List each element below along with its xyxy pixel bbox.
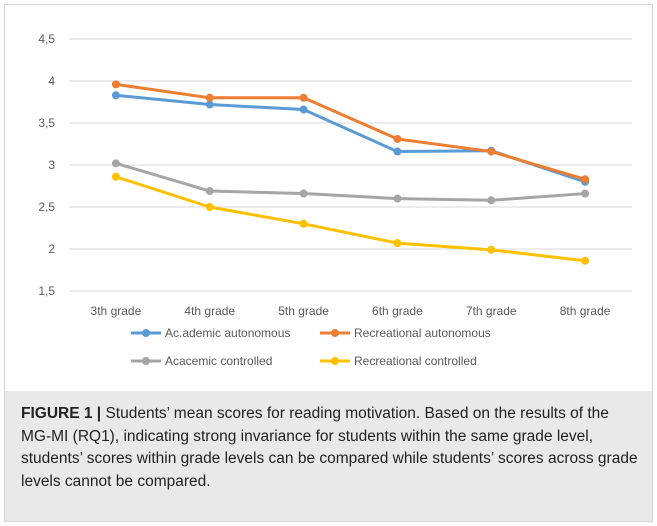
data-point xyxy=(299,189,308,198)
data-point xyxy=(393,147,402,156)
data-point xyxy=(111,91,120,100)
data-point xyxy=(205,100,214,109)
x-tick-label: 3th grade xyxy=(91,304,142,318)
data-point xyxy=(393,239,402,248)
data-point xyxy=(487,196,496,205)
chart-area: 1,5 2 2,5 3 3,5 4 4,5 3th grade 4th grade 5th gra… xyxy=(5,5,652,385)
data-point xyxy=(581,189,590,198)
data-point xyxy=(299,105,308,114)
caption-label: FIGURE 1 | xyxy=(21,405,102,422)
x-tick-label: 6th grade xyxy=(372,304,423,318)
legend-swatch-marker xyxy=(142,357,150,365)
legend-label: Ac.ademic autonomous xyxy=(165,326,290,340)
figure-caption: FIGURE 1 | Students’ mean scores for rea… xyxy=(5,391,652,521)
data-point xyxy=(299,219,308,228)
data-point xyxy=(111,159,120,168)
y-tick-label: 3,5 xyxy=(38,116,55,130)
series-line xyxy=(115,93,586,184)
x-tick-label: 8th grade xyxy=(560,304,611,318)
series-line xyxy=(115,175,586,263)
legend-swatch-marker xyxy=(142,329,150,337)
data-point xyxy=(581,256,590,265)
y-tick-label: 2,5 xyxy=(38,200,55,214)
figure: 1,5 2 2,5 3 3,5 4 4,5 3th grade 4th grade 5th gra… xyxy=(4,4,653,522)
caption-text: Students’ mean scores for reading motiva… xyxy=(21,405,638,490)
y-tick-label: 3 xyxy=(48,158,55,172)
legend-label: Recreational autonomous xyxy=(354,326,491,340)
data-point xyxy=(111,172,120,181)
data-point xyxy=(581,175,590,184)
data-point xyxy=(393,194,402,203)
legend-swatch-marker xyxy=(331,329,339,337)
line-chart: 1,5 2 2,5 3 3,5 4 4,5 3th grade 4th grade 5th gra… xyxy=(38,32,632,368)
data-point xyxy=(205,203,214,211)
legend-label: Acacemic controlled xyxy=(165,354,272,368)
data-point xyxy=(205,93,214,102)
series-line xyxy=(115,82,586,181)
legend-swatch-marker xyxy=(331,357,339,365)
series-line xyxy=(115,161,586,202)
data-point xyxy=(487,147,496,156)
y-tick-label: 4,5 xyxy=(38,32,55,46)
data-point xyxy=(205,187,214,196)
data-point xyxy=(111,80,120,89)
data-point xyxy=(299,93,308,102)
y-tick-label: 1,5 xyxy=(38,284,55,298)
y-tick-label: 2 xyxy=(48,242,55,256)
x-tick-label: 5th grade xyxy=(278,304,329,318)
data-point xyxy=(487,245,496,254)
x-tick-label: 4th grade xyxy=(184,304,235,318)
data-point xyxy=(393,134,402,143)
y-tick-label: 4 xyxy=(48,74,55,88)
legend-label: Recreational controlled xyxy=(354,354,477,368)
x-tick-label: 7th grade xyxy=(466,304,517,318)
